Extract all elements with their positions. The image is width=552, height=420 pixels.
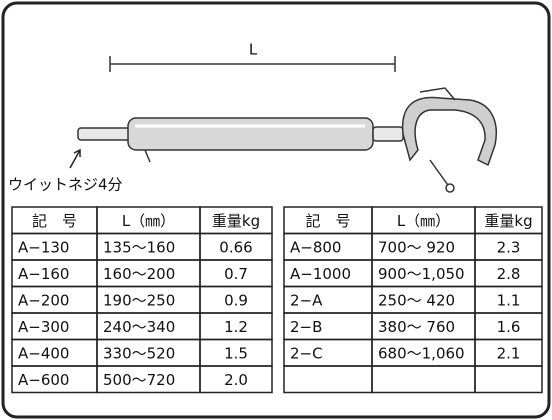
dimension	[109, 56, 396, 72]
cell-text: 240〜340	[103, 318, 175, 336]
header-text: 記 号	[32, 212, 77, 230]
cell-text: 2−B	[290, 318, 322, 336]
cell-text: 0.9	[224, 291, 248, 309]
cell-text: 0.7	[224, 265, 248, 283]
thread-note: ウイットネジ4分	[8, 176, 123, 194]
cell-text: A−130	[18, 238, 69, 256]
table-cell	[199, 365, 273, 394]
header-text: 重量kg	[484, 212, 532, 230]
cell-text: 500〜720	[103, 371, 175, 389]
cell-text: A−1000	[290, 265, 351, 283]
cell-text: 2.1	[497, 344, 521, 362]
header-text: 重量kg	[212, 212, 260, 230]
cell-text: 330〜520	[103, 344, 175, 362]
table-cell	[474, 365, 543, 394]
cell-text: 250〜 420	[378, 291, 455, 309]
cell-text: 700〜 920	[378, 238, 455, 256]
cell-text: 2.3	[497, 238, 521, 256]
dimension-label: L	[249, 41, 258, 59]
arrow	[69, 148, 81, 169]
cell-text: A−300	[18, 318, 69, 336]
header-text: L（㎜）	[122, 212, 175, 230]
cell-text: 2.0	[224, 371, 248, 389]
cell-text: A−200	[18, 291, 69, 309]
cell-text: 680〜1,060	[378, 344, 465, 362]
cell-text: A−800	[290, 238, 341, 256]
cell-text: 380〜 760	[378, 318, 455, 336]
header-text: 記 号	[305, 212, 350, 230]
cell-text: 0.66	[219, 238, 252, 256]
cell-text: 1.1	[497, 291, 521, 309]
cell-text: 2.8	[497, 265, 521, 283]
cell-text: 135〜160	[103, 238, 175, 256]
header-text: L（㎜）	[397, 212, 450, 230]
cell-text: 160〜200	[103, 265, 175, 283]
cell-text: 2−C	[290, 344, 323, 362]
cell-text: 900〜1,050	[378, 265, 465, 283]
tables: 記 号 L（㎜） 重量kg A−130 135〜160 0.66 A−160 160〜200 0…	[11, 206, 543, 394]
cell-text: 1.6	[497, 318, 521, 336]
cell-text: A−160	[18, 265, 69, 283]
cell-text: 2−A	[290, 291, 323, 309]
cell-text: 1.2	[224, 318, 248, 336]
cell-text: A−600	[18, 371, 69, 389]
cell-text: 190〜250	[103, 291, 175, 309]
cell-text: 1.5	[224, 344, 248, 362]
tool-drawing	[77, 87, 497, 193]
cell-text: A−400	[18, 344, 69, 362]
